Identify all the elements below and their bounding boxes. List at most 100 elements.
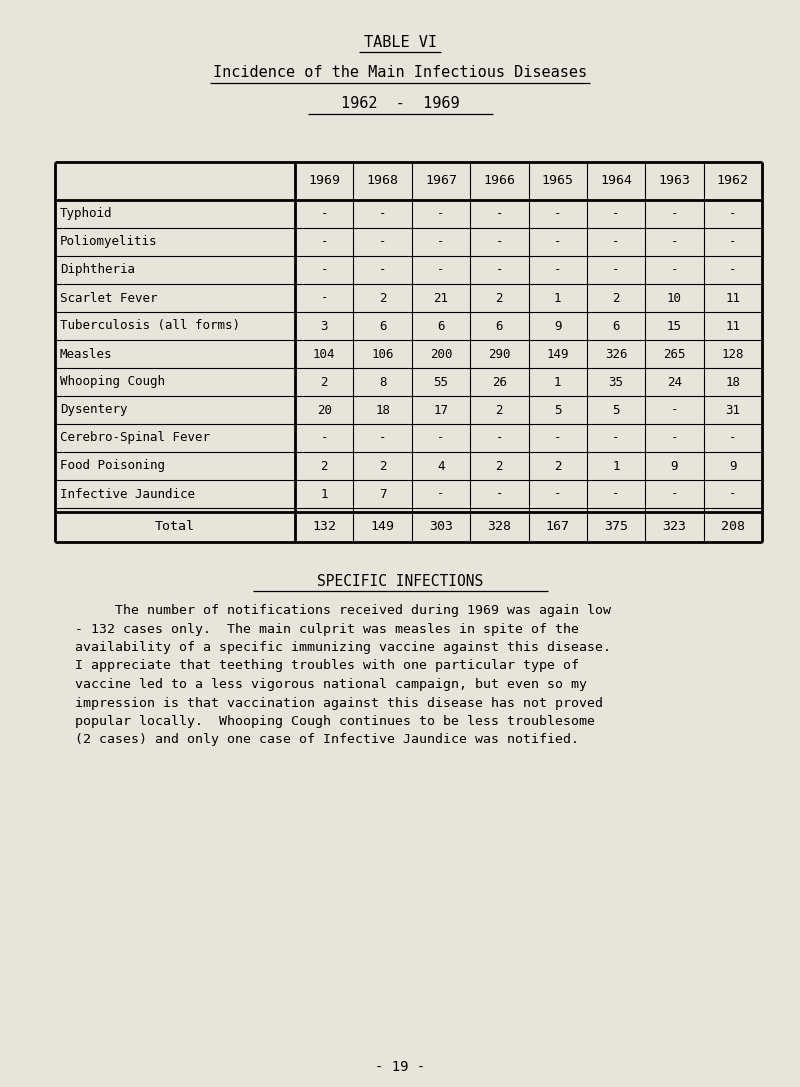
Text: -: - bbox=[321, 432, 328, 445]
Text: 7: 7 bbox=[379, 487, 386, 500]
Text: 1966: 1966 bbox=[483, 175, 515, 187]
Text: 149: 149 bbox=[370, 521, 394, 534]
Text: 1: 1 bbox=[612, 460, 620, 473]
Text: -: - bbox=[321, 291, 328, 304]
Text: -: - bbox=[554, 487, 562, 500]
Text: 26: 26 bbox=[492, 375, 507, 388]
Text: -: - bbox=[554, 208, 562, 221]
Text: 2: 2 bbox=[379, 460, 386, 473]
Text: 1969: 1969 bbox=[308, 175, 340, 187]
Text: -: - bbox=[321, 208, 328, 221]
Text: 5: 5 bbox=[612, 403, 620, 416]
Text: -: - bbox=[379, 432, 386, 445]
Text: 2: 2 bbox=[554, 460, 562, 473]
Text: 149: 149 bbox=[546, 348, 569, 361]
Text: -: - bbox=[379, 263, 386, 276]
Text: 2: 2 bbox=[495, 291, 503, 304]
Text: 2: 2 bbox=[495, 403, 503, 416]
Text: 35: 35 bbox=[609, 375, 623, 388]
Text: 208: 208 bbox=[721, 521, 745, 534]
Text: 11: 11 bbox=[726, 291, 740, 304]
Text: 21: 21 bbox=[434, 291, 449, 304]
Text: -: - bbox=[321, 236, 328, 249]
Text: 200: 200 bbox=[430, 348, 452, 361]
Text: Whooping Cough: Whooping Cough bbox=[60, 375, 165, 388]
Text: -: - bbox=[495, 236, 503, 249]
Text: -: - bbox=[670, 236, 678, 249]
Text: Incidence of the Main Infectious Diseases: Incidence of the Main Infectious Disease… bbox=[213, 65, 587, 80]
Text: 1965: 1965 bbox=[542, 175, 574, 187]
Text: 167: 167 bbox=[546, 521, 570, 534]
Text: Food Poisoning: Food Poisoning bbox=[60, 460, 165, 473]
Text: Poliomyelitis: Poliomyelitis bbox=[60, 236, 158, 249]
Text: -: - bbox=[612, 236, 620, 249]
Text: 132: 132 bbox=[312, 521, 336, 534]
Text: The number of notifications received during 1969 was again low: The number of notifications received dur… bbox=[75, 604, 611, 617]
Text: 9: 9 bbox=[670, 460, 678, 473]
Text: 1967: 1967 bbox=[425, 175, 457, 187]
Text: -: - bbox=[437, 236, 445, 249]
Text: 6: 6 bbox=[437, 320, 445, 333]
Text: 2: 2 bbox=[379, 291, 386, 304]
Text: 2: 2 bbox=[495, 460, 503, 473]
Text: 20: 20 bbox=[317, 403, 332, 416]
Text: -: - bbox=[729, 432, 737, 445]
Text: -: - bbox=[495, 487, 503, 500]
Text: -: - bbox=[495, 263, 503, 276]
Text: Typhoid: Typhoid bbox=[60, 208, 113, 221]
Text: -: - bbox=[612, 487, 620, 500]
Text: I appreciate that teething troubles with one particular type of: I appreciate that teething troubles with… bbox=[75, 660, 579, 673]
Text: Infective Jaundice: Infective Jaundice bbox=[60, 487, 195, 500]
Text: 265: 265 bbox=[663, 348, 686, 361]
Text: 328: 328 bbox=[487, 521, 511, 534]
Text: 326: 326 bbox=[605, 348, 627, 361]
Text: 4: 4 bbox=[437, 460, 445, 473]
Text: -: - bbox=[729, 208, 737, 221]
Text: 1968: 1968 bbox=[366, 175, 398, 187]
Text: 1964: 1964 bbox=[600, 175, 632, 187]
Text: 15: 15 bbox=[667, 320, 682, 333]
Text: 5: 5 bbox=[554, 403, 562, 416]
Text: 6: 6 bbox=[379, 320, 386, 333]
Text: -: - bbox=[379, 236, 386, 249]
Text: -: - bbox=[670, 208, 678, 221]
Text: 1963: 1963 bbox=[658, 175, 690, 187]
Text: 31: 31 bbox=[726, 403, 740, 416]
Text: - 132 cases only.  The main culprit was measles in spite of the: - 132 cases only. The main culprit was m… bbox=[75, 623, 579, 636]
Text: 1962  -  1969: 1962 - 1969 bbox=[341, 96, 459, 111]
Text: vaccine led to a less vigorous national campaign, but even so my: vaccine led to a less vigorous national … bbox=[75, 678, 587, 691]
Text: 1: 1 bbox=[554, 291, 562, 304]
Text: -: - bbox=[554, 263, 562, 276]
Text: 104: 104 bbox=[313, 348, 335, 361]
Text: -: - bbox=[612, 263, 620, 276]
Text: -: - bbox=[670, 263, 678, 276]
Text: 3: 3 bbox=[321, 320, 328, 333]
Text: Scarlet Fever: Scarlet Fever bbox=[60, 291, 158, 304]
Text: 18: 18 bbox=[375, 403, 390, 416]
Text: -: - bbox=[554, 236, 562, 249]
Text: 18: 18 bbox=[726, 375, 740, 388]
Text: Total: Total bbox=[155, 521, 195, 534]
Text: 6: 6 bbox=[612, 320, 620, 333]
Text: 1: 1 bbox=[321, 487, 328, 500]
Text: Cerebro-Spinal Fever: Cerebro-Spinal Fever bbox=[60, 432, 210, 445]
Text: 10: 10 bbox=[667, 291, 682, 304]
Text: -: - bbox=[495, 432, 503, 445]
Text: - 19 -: - 19 - bbox=[375, 1060, 425, 1074]
Text: -: - bbox=[670, 403, 678, 416]
Text: -: - bbox=[495, 208, 503, 221]
Text: 2: 2 bbox=[612, 291, 620, 304]
Text: -: - bbox=[729, 487, 737, 500]
Text: popular locally.  Whooping Cough continues to be less troublesome: popular locally. Whooping Cough continue… bbox=[75, 715, 595, 728]
Text: 2: 2 bbox=[321, 375, 328, 388]
Text: -: - bbox=[321, 263, 328, 276]
Text: 1: 1 bbox=[554, 375, 562, 388]
Text: -: - bbox=[437, 432, 445, 445]
Text: 8: 8 bbox=[379, 375, 386, 388]
Text: 9: 9 bbox=[554, 320, 562, 333]
Text: -: - bbox=[437, 263, 445, 276]
Text: impression is that vaccination against this disease has not proved: impression is that vaccination against t… bbox=[75, 697, 603, 710]
Text: 55: 55 bbox=[434, 375, 449, 388]
Text: -: - bbox=[612, 432, 620, 445]
Text: -: - bbox=[729, 236, 737, 249]
